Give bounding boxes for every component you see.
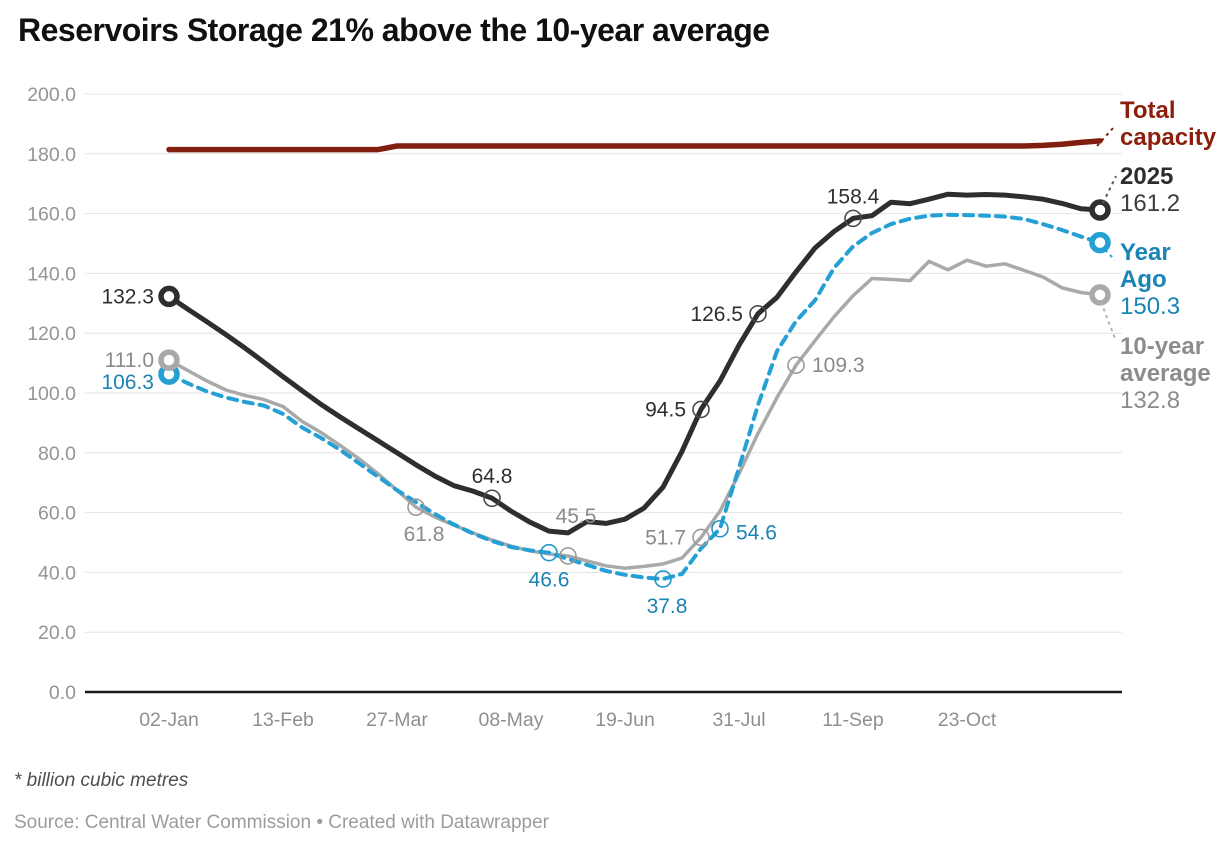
data-point-value-label: 46.6 bbox=[529, 569, 570, 592]
data-point-value-label: 109.3 bbox=[812, 354, 865, 377]
unit-footnote: * billion cubic metres bbox=[14, 770, 189, 791]
y-tick-label: 60.0 bbox=[38, 503, 76, 525]
y-tick-label: 40.0 bbox=[38, 562, 76, 584]
legend-total-capacity: Total capacity bbox=[1120, 97, 1218, 151]
x-tick-label: 23-Oct bbox=[938, 709, 997, 731]
data-point-value-label: 51.7 bbox=[645, 526, 686, 549]
legend-year-ago: Year Ago 150.3 bbox=[1120, 239, 1218, 320]
y-tick-label: 80.0 bbox=[38, 443, 76, 465]
series-end-marker bbox=[1089, 231, 1111, 254]
data-point-marker bbox=[844, 209, 862, 228]
legend-10-year-average-label: 10-year average bbox=[1120, 333, 1211, 387]
data-point-value-label: 61.8 bbox=[404, 523, 445, 546]
series-line-total-capacity bbox=[166, 138, 1103, 153]
data-point-marker bbox=[654, 570, 672, 588]
data-point-value-label: 45.5 bbox=[556, 505, 597, 528]
data-point-marker bbox=[787, 356, 805, 374]
legend-2025-label: 2025 bbox=[1120, 163, 1174, 190]
source-line: Source: Central Water Commission • Creat… bbox=[14, 812, 549, 833]
data-point-marker bbox=[483, 489, 501, 508]
legend-year-ago-value: 150.3 bbox=[1120, 293, 1181, 320]
data-point-marker bbox=[749, 304, 767, 323]
data-point-marker bbox=[711, 519, 729, 538]
y-tick-label: 20.0 bbox=[38, 622, 76, 644]
data-point-value-label: 94.5 bbox=[645, 398, 686, 421]
x-tick-label: 19-Jun bbox=[595, 709, 655, 731]
data-point-value-label: 54.6 bbox=[736, 522, 777, 545]
legend-leader-line bbox=[1102, 175, 1117, 204]
legend-2025: 2025 161.2 bbox=[1120, 163, 1218, 217]
y-tick-label: 120.0 bbox=[27, 323, 76, 345]
data-point-ring-marker bbox=[158, 349, 180, 371]
legend-10-year-average-value: 132.8 bbox=[1120, 387, 1181, 414]
legend-total-capacity-label: Total capacity bbox=[1120, 97, 1217, 151]
series-line-10-year-average bbox=[167, 258, 1102, 570]
data-point-value-label: 37.8 bbox=[647, 595, 688, 618]
x-tick-label: 11-Sep bbox=[822, 709, 884, 731]
legend-leader-line bbox=[1100, 301, 1117, 342]
series-end-marker bbox=[1089, 284, 1111, 306]
data-point-value-label: 111.0 bbox=[105, 349, 154, 372]
data-point-value-label: 158.4 bbox=[827, 185, 880, 208]
x-tick-label: 31-Jul bbox=[712, 709, 765, 731]
y-tick-label: 180.0 bbox=[27, 144, 76, 166]
legend-leader-line bbox=[1104, 249, 1116, 261]
y-tick-label: 0.0 bbox=[49, 682, 76, 704]
x-tick-label: 08-May bbox=[478, 709, 543, 731]
data-point-value-label: 106.3 bbox=[101, 371, 154, 394]
legend-leader-line bbox=[1096, 126, 1115, 147]
data-point-value-label: 132.3 bbox=[101, 285, 154, 308]
x-tick-label: 13-Feb bbox=[252, 709, 314, 731]
data-point-value-label: 126.5 bbox=[690, 303, 743, 326]
data-point-marker bbox=[559, 547, 577, 565]
series-line-2025 bbox=[166, 191, 1103, 536]
series-end-marker bbox=[1089, 199, 1111, 221]
x-tick-label: 27-Mar bbox=[366, 709, 428, 731]
data-point-marker bbox=[692, 400, 710, 419]
series-line-year-ago bbox=[167, 212, 1102, 581]
legend-10-year-average: 10-year average 132.8 bbox=[1120, 333, 1218, 414]
y-tick-label: 200.0 bbox=[27, 84, 76, 106]
legend-year-ago-label: Year Ago bbox=[1120, 239, 1171, 293]
chart-title: Reservoirs Storage 21% above the 10-year… bbox=[18, 12, 770, 48]
data-point-ring-marker bbox=[158, 285, 180, 308]
data-point-marker bbox=[540, 543, 558, 562]
data-point-marker bbox=[407, 498, 425, 517]
y-tick-label: 140.0 bbox=[27, 263, 76, 285]
data-point-value-label: 64.8 bbox=[472, 465, 513, 488]
legend-2025-value: 161.2 bbox=[1120, 190, 1181, 217]
x-tick-label: 02-Jan bbox=[139, 709, 199, 731]
y-tick-label: 160.0 bbox=[27, 204, 76, 226]
y-tick-label: 100.0 bbox=[27, 383, 76, 405]
data-point-marker bbox=[692, 528, 710, 547]
